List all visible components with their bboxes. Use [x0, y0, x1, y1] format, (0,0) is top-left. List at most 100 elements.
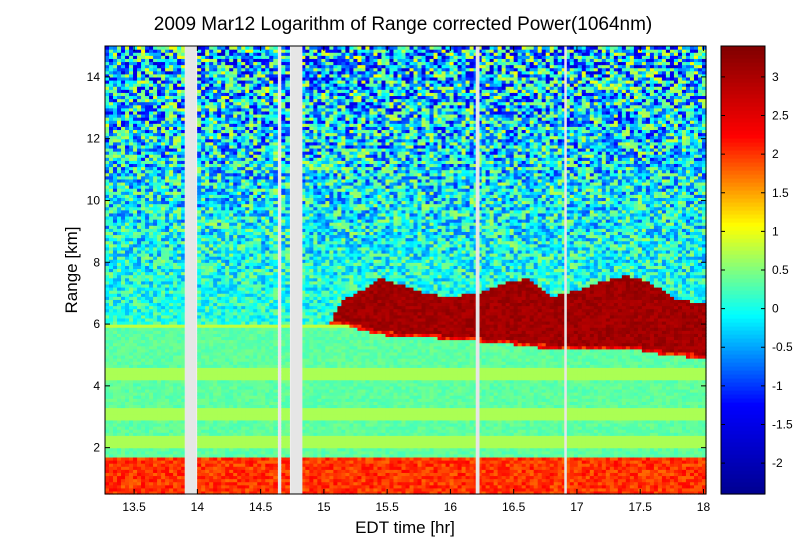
heatmap-cell — [105, 327, 110, 331]
heatmap-cell — [153, 327, 158, 331]
heatmap-cell — [157, 157, 162, 161]
heatmap-cell — [105, 67, 110, 72]
heatmap-cell — [165, 76, 170, 81]
heatmap-cell — [245, 46, 250, 50]
heatmap-cell — [105, 200, 110, 205]
heatmap-cell — [125, 453, 130, 458]
heatmap-cell — [161, 197, 166, 202]
heatmap-cell — [117, 154, 122, 158]
heatmap-cell — [153, 73, 158, 78]
heatmap-cell — [137, 376, 142, 381]
heatmap-cell — [105, 407, 110, 412]
heatmap-cell — [137, 358, 142, 362]
heatmap-cell — [133, 416, 138, 421]
heatmap-cell — [105, 61, 110, 66]
heatmap-cell — [141, 327, 146, 331]
heatmap-cell — [105, 398, 110, 402]
heatmap-cell — [109, 209, 114, 214]
heatmap-cell — [149, 311, 154, 316]
heatmap-cell — [169, 243, 174, 248]
heatmap-cell — [149, 283, 154, 288]
heatmap-cell — [113, 268, 118, 273]
heatmap-cell — [157, 274, 162, 279]
heatmap-cell — [149, 107, 154, 112]
heatmap-cell — [141, 157, 146, 161]
heatmap-cell — [153, 110, 158, 115]
heatmap-cell — [125, 209, 130, 214]
heatmap-cell — [165, 274, 170, 279]
heatmap-cell — [113, 358, 118, 362]
chart-title: 2009 Mar12 Logarithm of Range corrected … — [154, 14, 653, 35]
heatmap-cell — [217, 46, 222, 50]
heatmap-cell — [145, 141, 150, 146]
heatmap-cell — [153, 185, 158, 189]
heatmap-cell — [133, 358, 138, 362]
heatmap-cell — [157, 311, 162, 316]
heatmap-cell — [161, 333, 166, 338]
heatmap-cell — [109, 166, 114, 171]
heatmap-cell — [157, 358, 162, 362]
heatmap-cell — [129, 126, 134, 131]
heatmap-cell — [149, 243, 154, 248]
heatmap-cell — [157, 219, 162, 223]
heatmap-cell — [125, 126, 130, 131]
heatmap-cell — [113, 401, 118, 405]
heatmap-cell — [125, 339, 130, 344]
heatmap-cell — [157, 385, 162, 390]
heatmap-cell — [117, 141, 122, 146]
heatmap-cell — [117, 324, 122, 328]
heatmap-cell — [161, 311, 166, 316]
heatmap-cell — [117, 79, 122, 84]
heatmap-cell — [169, 447, 174, 452]
heatmap-cell — [117, 286, 122, 291]
heatmap-cell — [153, 262, 158, 266]
heatmap-cell — [133, 98, 138, 103]
heatmap-cell — [141, 113, 146, 118]
heatmap-cell — [117, 407, 122, 412]
heatmap-cell — [133, 450, 138, 455]
heatmap-cell — [121, 46, 126, 50]
heatmap-cell — [153, 426, 158, 430]
heatmap-cell — [109, 117, 114, 121]
heatmap-cell — [125, 419, 130, 424]
heatmap-cell — [125, 320, 130, 325]
heatmap-cell — [113, 185, 118, 189]
heatmap-cell — [129, 280, 134, 285]
heatmap-cell — [137, 274, 142, 279]
heatmap-cell — [145, 197, 150, 202]
heatmap-cell — [157, 246, 162, 251]
heatmap-cell — [133, 141, 138, 146]
heatmap-cell — [129, 487, 134, 492]
heatmap-cell — [137, 141, 142, 146]
heatmap-cell — [157, 290, 162, 294]
heatmap-cell — [145, 194, 150, 198]
heatmap-cell — [145, 379, 150, 384]
heatmap-cell — [109, 160, 114, 165]
heatmap-cell — [129, 200, 134, 205]
heatmap-cell — [157, 52, 162, 56]
heatmap-cell — [137, 283, 142, 288]
heatmap-cell — [113, 67, 118, 72]
heatmap-cell — [113, 388, 118, 393]
heatmap-cell — [145, 219, 150, 223]
heatmap-cell — [117, 246, 122, 251]
heatmap-cell — [161, 330, 166, 334]
heatmap-cell — [133, 314, 138, 319]
heatmap-cell — [113, 191, 118, 195]
heatmap-cell — [161, 379, 166, 384]
heatmap-cell — [125, 392, 130, 396]
heatmap-cell — [137, 246, 142, 251]
heatmap-cell — [117, 206, 122, 211]
heatmap-cell — [133, 435, 138, 439]
heatmap-cell — [117, 364, 122, 368]
heatmap-cell — [149, 157, 154, 161]
heatmap-cell — [121, 314, 126, 319]
heatmap-cell — [157, 401, 162, 405]
heatmap-cell — [133, 126, 138, 131]
heatmap-cell — [133, 209, 138, 214]
heatmap-cell — [165, 222, 170, 226]
heatmap-cell — [113, 89, 118, 93]
heatmap-cell — [153, 441, 158, 446]
heatmap-cell — [133, 163, 138, 168]
heatmap-cell — [157, 110, 162, 115]
